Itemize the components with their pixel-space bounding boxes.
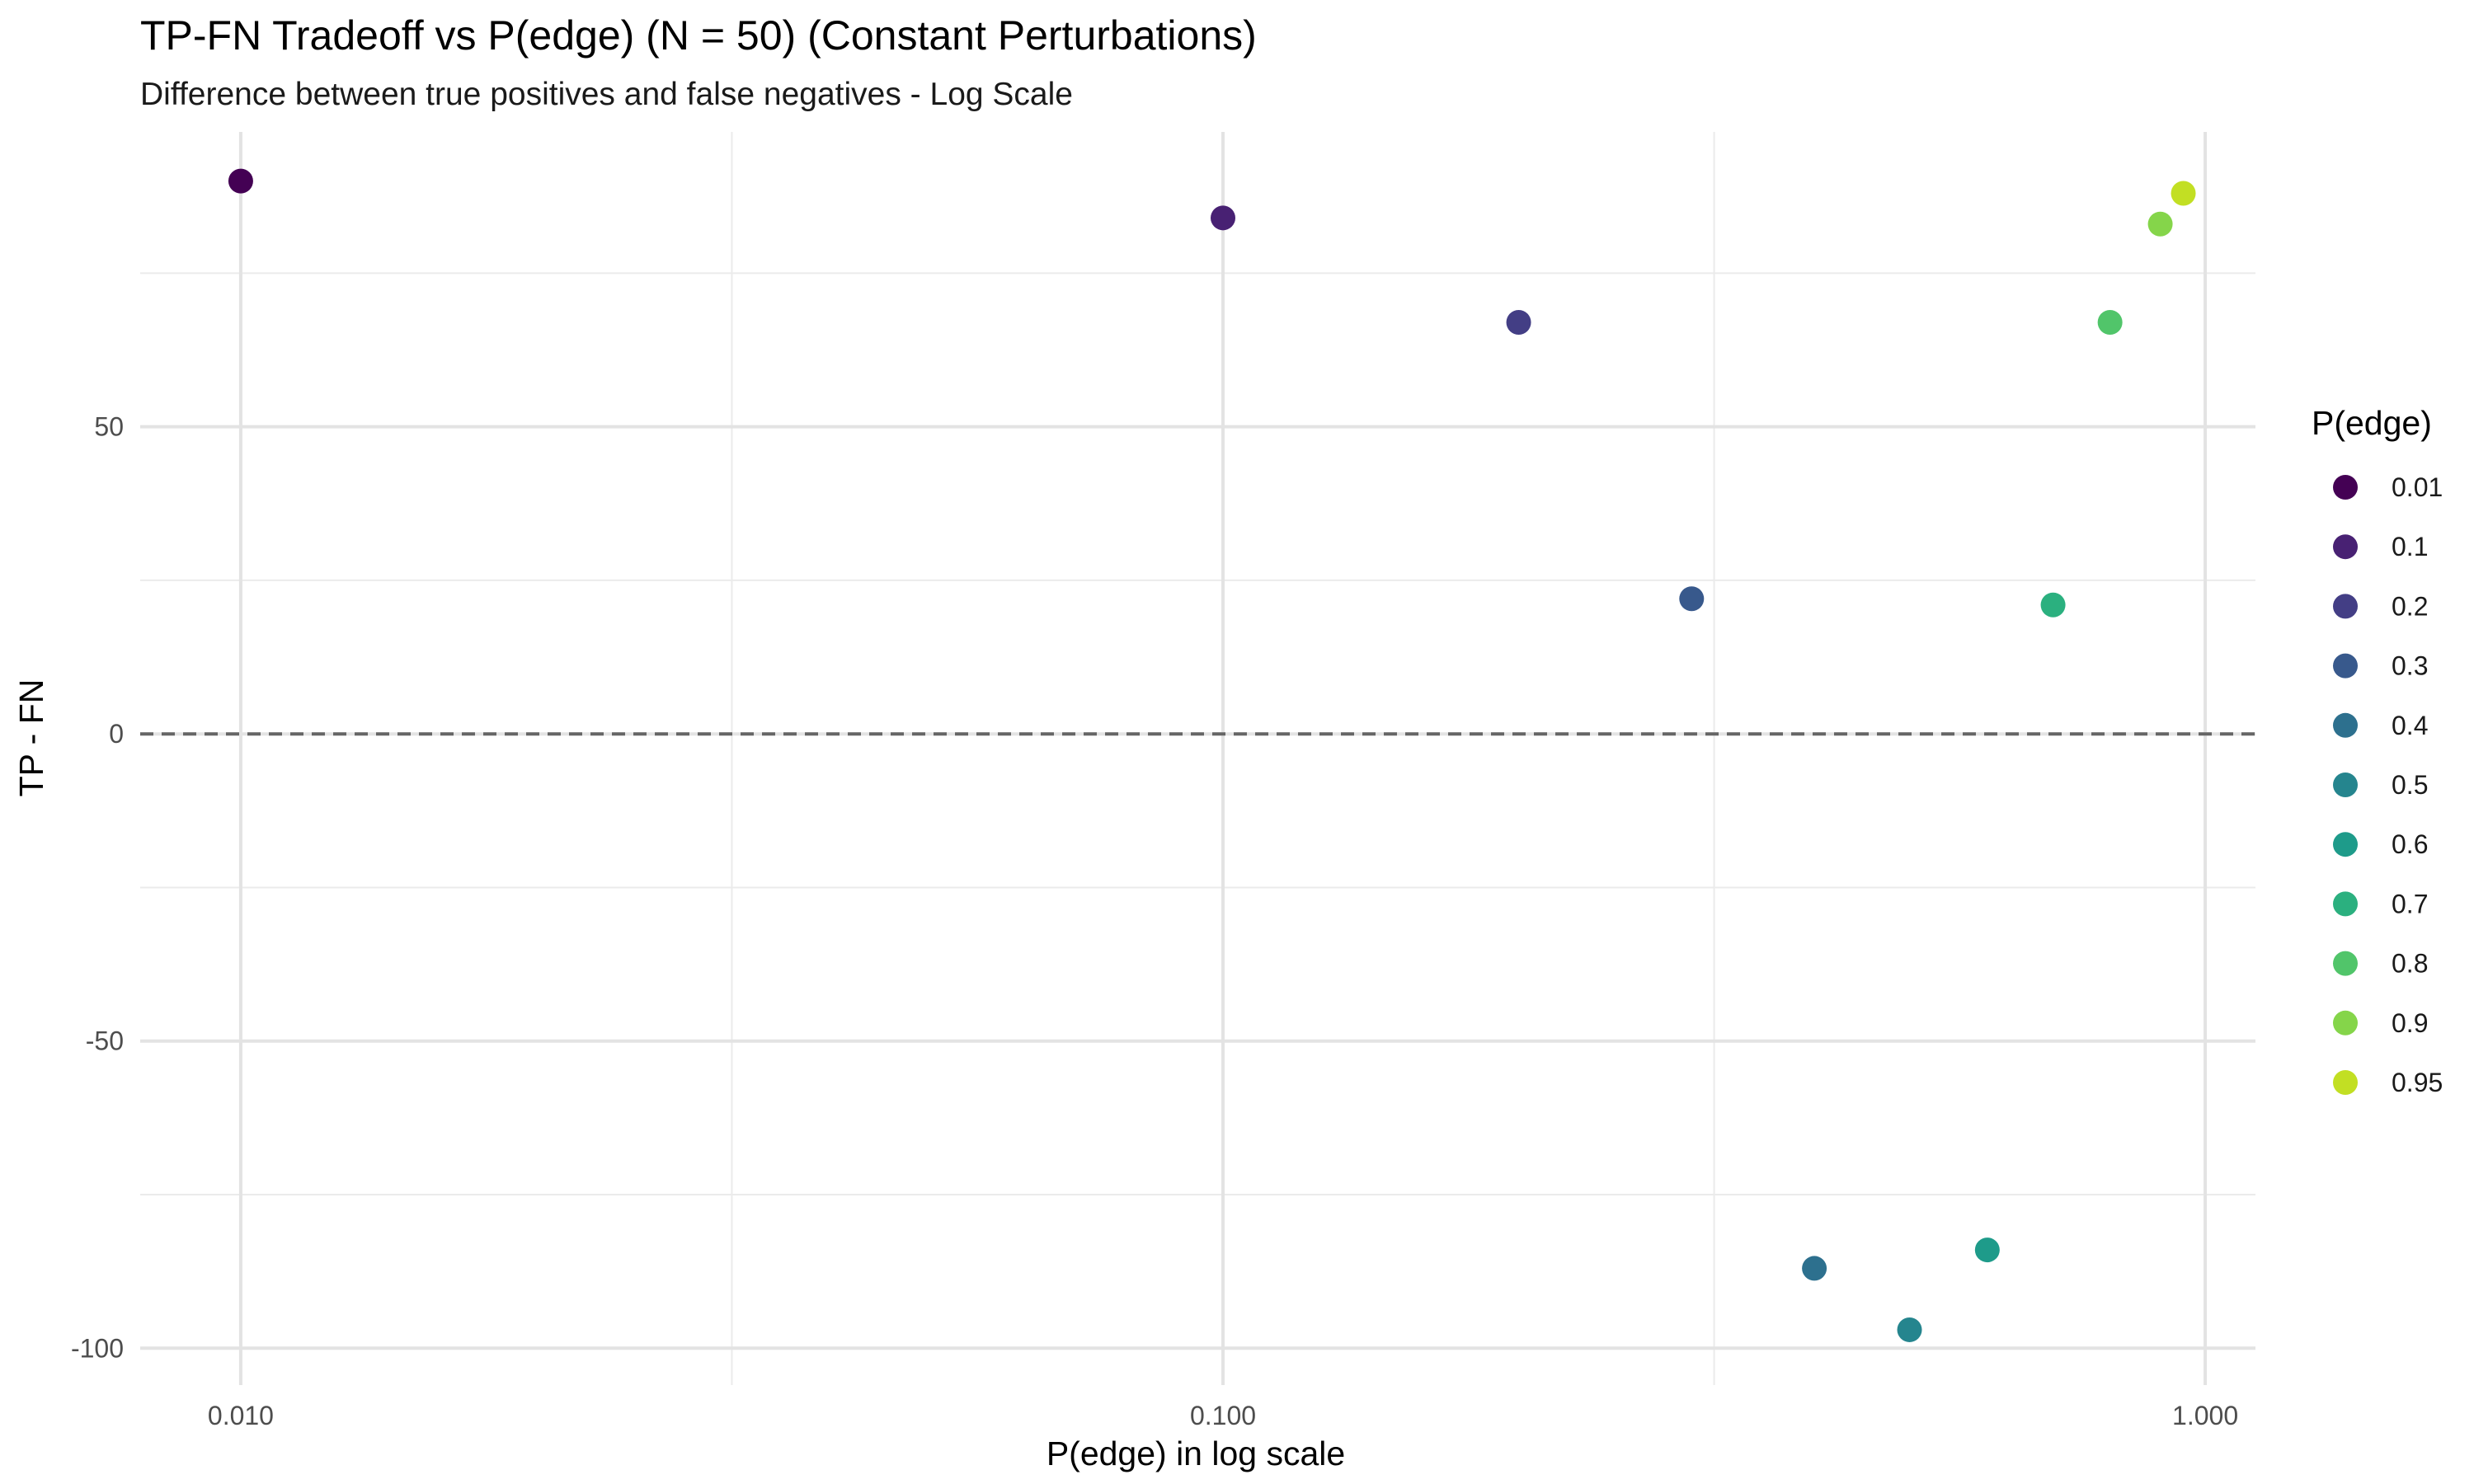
data-point xyxy=(2171,181,2196,206)
grid-minor xyxy=(140,132,2255,1385)
legend-swatch xyxy=(2333,1010,2358,1036)
legend-swatch xyxy=(2333,594,2358,619)
legend-label: 0.95 xyxy=(2392,1068,2443,1097)
y-tick-label: 0 xyxy=(109,719,124,749)
legend-swatch xyxy=(2333,653,2358,679)
y-axis-title: TP - FN xyxy=(12,679,50,797)
legend-title: P(edge) xyxy=(2312,404,2432,442)
chart-subtitle: Difference between true positives and fa… xyxy=(140,77,1073,112)
legend-swatch xyxy=(2333,712,2358,738)
x-axis-ticks: 0.010 0.100 1.000 xyxy=(208,1401,2238,1430)
y-axis-ticks: -100 -50 0 50 xyxy=(71,412,124,1364)
legend-swatch xyxy=(2333,951,2358,976)
legend-label: 0.3 xyxy=(2392,651,2428,681)
legend-swatch xyxy=(2333,475,2358,500)
data-point xyxy=(228,168,253,194)
data-point xyxy=(2097,309,2123,335)
data-point xyxy=(1974,1237,2000,1263)
x-tick-label: 0.010 xyxy=(208,1401,274,1430)
grid-major xyxy=(140,132,2255,1385)
data-point xyxy=(1211,205,1236,231)
legend-swatch xyxy=(2333,832,2358,857)
y-tick-label: 50 xyxy=(94,412,124,442)
legend-label: 0.4 xyxy=(2392,711,2428,740)
legend-entries: 0.01 0.1 0.2 0.3 0.4 0.5 0.6 0.7 0.8 0.9 0.95 xyxy=(2333,472,2443,1097)
data-points xyxy=(228,168,2196,1342)
legend-label: 0.1 xyxy=(2392,532,2428,561)
data-point xyxy=(1897,1317,1922,1342)
legend-label: 0.7 xyxy=(2392,889,2428,918)
legend-label: 0.2 xyxy=(2392,591,2428,621)
data-point xyxy=(1802,1256,1827,1281)
legend-label: 0.8 xyxy=(2392,949,2428,979)
legend-label: 0.01 xyxy=(2392,472,2443,502)
legend-swatch xyxy=(2333,534,2358,560)
legend-label: 0.6 xyxy=(2392,829,2428,859)
data-point xyxy=(2147,211,2173,237)
x-axis-title: P(edge) in log scale xyxy=(1047,1435,1345,1472)
data-point xyxy=(2040,592,2066,618)
x-tick-label: 0.100 xyxy=(1190,1401,1256,1430)
legend-swatch xyxy=(2333,773,2358,797)
plot-panel xyxy=(140,132,2255,1385)
x-tick-label: 1.000 xyxy=(2172,1401,2238,1430)
chart-title: TP-FN Tradeoff vs P(edge) (N = 50) (Cons… xyxy=(140,12,1257,59)
y-tick-label: -50 xyxy=(86,1026,124,1056)
legend-swatch xyxy=(2333,891,2358,917)
legend: P(edge) 0.010.10.20.30.40.50.60.70.80.90… xyxy=(2312,404,2443,1097)
data-point xyxy=(1679,586,1705,612)
y-tick-label: -100 xyxy=(71,1333,124,1363)
legend-label: 0.5 xyxy=(2392,770,2428,800)
legend-swatch xyxy=(2333,1070,2358,1095)
data-point xyxy=(1506,309,1531,335)
legend-label: 0.9 xyxy=(2392,1008,2428,1038)
